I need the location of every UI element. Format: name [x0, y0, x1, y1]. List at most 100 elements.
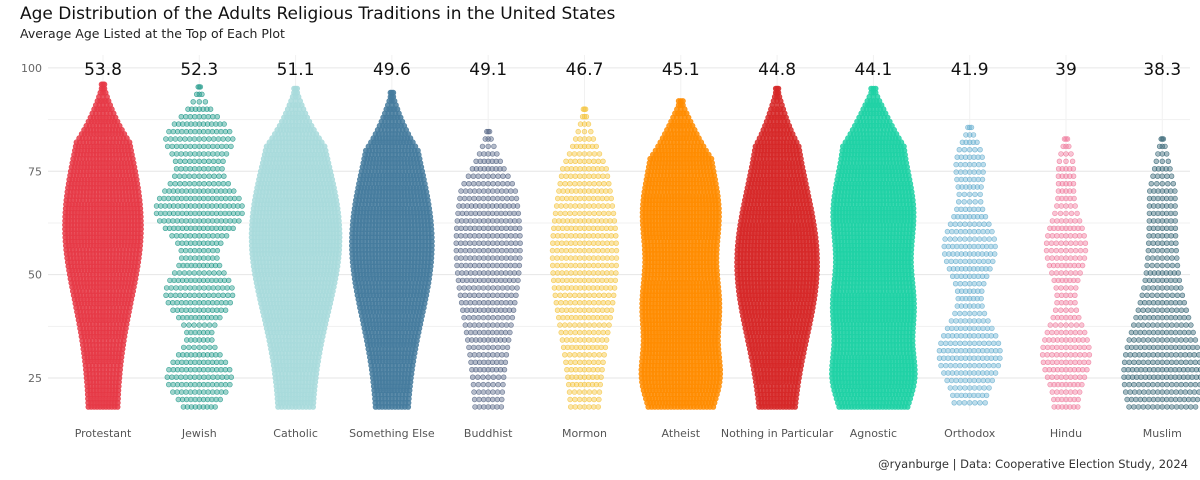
swarm-point: [475, 285, 482, 291]
swarm-point: [500, 381, 506, 388]
swarm-point: [201, 374, 207, 380]
swarm-point: [214, 143, 221, 150]
swarm-point: [217, 352, 223, 358]
swarm-point: [191, 173, 198, 179]
swarm-point: [205, 300, 211, 306]
swarm-point: [499, 285, 506, 291]
swarm-point: [192, 233, 198, 239]
swarm-point: [205, 359, 211, 365]
swarm-point: [222, 381, 229, 388]
swarm-point: [183, 143, 189, 150]
swarm-point: [485, 322, 491, 328]
swarm-point: [508, 255, 514, 261]
swarm-point: [196, 247, 203, 254]
swarm-point: [471, 389, 477, 395]
swarm-point: [205, 255, 211, 261]
swarm-point: [495, 314, 501, 321]
swarm-point: [225, 292, 231, 298]
swarm-point: [196, 166, 203, 172]
swarm-point: [223, 195, 229, 202]
swarm-point: [472, 404, 478, 410]
swarm-point: [462, 322, 468, 328]
swarm-point: [480, 374, 486, 380]
swarm-point: [191, 285, 198, 291]
swarm-something-else: [348, 89, 435, 410]
swarm-point: [223, 218, 229, 224]
swarm-point: [224, 374, 230, 380]
swarm-point: [510, 307, 517, 313]
swarm-point: [218, 240, 224, 246]
swarm-point: [509, 285, 515, 291]
swarm-point: [211, 270, 217, 276]
swarm-point: [196, 374, 203, 380]
swarm-point: [192, 255, 198, 261]
swarm-point: [183, 113, 189, 120]
swarm-point: [201, 113, 207, 120]
swarm-point: [206, 181, 212, 187]
average-age-label: 49.6: [373, 60, 411, 80]
swarm-point: [174, 359, 181, 365]
average-age-label: 51.1: [277, 60, 315, 80]
swarm-point: [502, 359, 509, 365]
swarm-point: [501, 374, 507, 380]
swarm-point: [219, 143, 225, 150]
swarm-point: [506, 337, 512, 343]
swarm-point: [485, 262, 491, 269]
swarm-point: [201, 173, 207, 179]
swarm-point: [219, 374, 225, 380]
swarm-point: [161, 218, 167, 224]
swarm-point: [170, 359, 176, 365]
swarm-point: [196, 136, 203, 142]
swarm-point: [230, 136, 236, 142]
swarm-point: [182, 292, 188, 298]
swarm-point: [192, 113, 198, 120]
swarm-point: [495, 381, 501, 388]
swarm-point: [197, 84, 204, 90]
swarm-point: [210, 247, 216, 254]
swarm-point: [480, 285, 487, 291]
y-tick-label: 100: [21, 62, 42, 75]
swarm-point: [228, 143, 234, 150]
swarm-point: [196, 218, 203, 224]
swarm-point: [196, 285, 203, 291]
swarm-point: [173, 151, 180, 157]
swarm-point: [172, 158, 179, 165]
swarm-point: [454, 270, 461, 276]
swarm-point: [196, 300, 203, 306]
swarm-point: [205, 285, 212, 291]
swarm-point: [192, 300, 198, 306]
swarm-point: [196, 195, 203, 202]
swarm-point: [196, 292, 203, 298]
swarm-point: [183, 247, 189, 254]
swarm-point: [220, 181, 227, 187]
swarm-point: [210, 166, 216, 172]
swarm-point: [217, 314, 223, 321]
swarm-point: [509, 314, 516, 321]
swarm-point: [461, 314, 467, 321]
swarm-point: [461, 285, 467, 291]
swarm-point: [191, 270, 198, 276]
swarm-point: [475, 381, 481, 388]
swarm-point: [205, 218, 211, 224]
swarm-point: [508, 322, 514, 328]
swarm-point: [466, 314, 472, 321]
swarm-point: [157, 218, 163, 224]
swarm-point: [458, 300, 465, 306]
swarm-point: [183, 188, 190, 194]
swarm-point: [214, 166, 221, 172]
swarm-point: [467, 262, 473, 269]
swarm-point: [219, 285, 226, 291]
swarm-point: [494, 389, 501, 395]
swarm-point: [495, 344, 501, 351]
swarm-point: [499, 322, 505, 328]
swarm-point: [218, 300, 225, 306]
swarm-point: [210, 233, 216, 239]
swarm-point: [179, 307, 185, 313]
swarm-point: [191, 344, 197, 351]
swarm-point: [494, 322, 501, 328]
swarm-point: [196, 151, 203, 157]
swarm-point: [192, 359, 198, 365]
swarm-point: [209, 300, 216, 306]
swarm-point: [494, 270, 500, 276]
swarm-point: [205, 233, 212, 239]
